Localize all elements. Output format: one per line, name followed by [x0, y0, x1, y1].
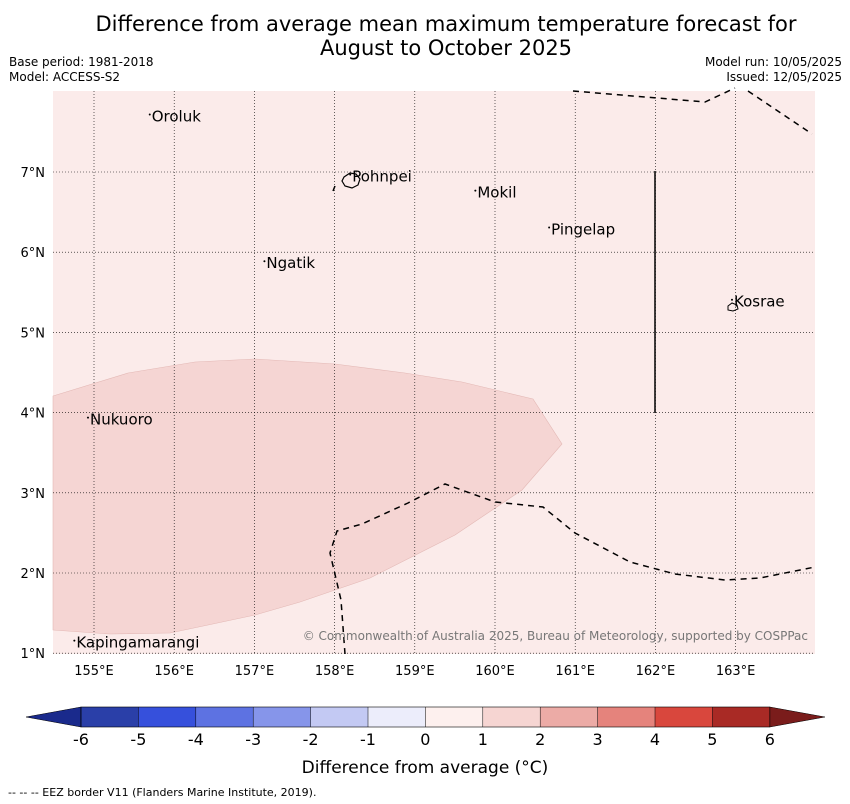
- colorbar-segment: [368, 707, 426, 727]
- eez-border-northeast: [747, 90, 813, 135]
- place-label-pingelap: Pingelap: [551, 221, 615, 239]
- place-labels: Oroluk Pohnpei Mokil Pingelap Ngatik Kosrae Nu…: [76, 107, 784, 651]
- atoll-marker: [548, 226, 551, 229]
- axes-ticks: 155°E 156°E 157°E 158°E 159°E 160°E 161°E 162°E…: [21, 166, 756, 679]
- colorbar-tick-label: 5: [707, 730, 717, 749]
- place-label-oroluk: Oroluk: [152, 107, 201, 125]
- colorbar-segment: [138, 707, 196, 727]
- atoll-marker: [86, 416, 89, 419]
- colorbar-tick-label: 4: [650, 730, 660, 749]
- colorbar-tick-label: -4: [188, 730, 204, 749]
- colorbar-tick-label: 2: [535, 730, 545, 749]
- colorbar-segment: [655, 707, 713, 727]
- lon-tick-label: 161°E: [555, 664, 595, 679]
- atoll-markers: [73, 113, 733, 642]
- model-text: Model: ACCESS-S2: [9, 70, 121, 84]
- colorbar-tick-label: 3: [593, 730, 603, 749]
- colorbar-segment: [310, 707, 368, 727]
- atoll-marker: [73, 639, 76, 642]
- colorbar-tick-label: 0: [420, 730, 430, 749]
- base-period-text: Base period: 1981-2018: [9, 55, 154, 69]
- lon-tick-label: 158°E: [315, 664, 355, 679]
- colorbar-segment: [253, 707, 311, 727]
- lon-tick-label: 156°E: [154, 664, 194, 679]
- title-line-2: August to October 2025: [319, 36, 573, 60]
- pohnpei-island: [341, 172, 361, 189]
- colorbar-tick-label: -3: [245, 730, 261, 749]
- model-run-text: Model run: 10/05/2025: [704, 55, 842, 69]
- lat-tick-label: 7°N: [21, 166, 46, 181]
- colorbar-under-arrow: [25, 706, 82, 728]
- meta-right: Model run: 10/05/2025 Issued: 12/05/2025: [705, 55, 842, 85]
- lon-tick-label: 162°E: [636, 664, 676, 679]
- title-line-1: Difference from average mean maximum tem…: [95, 12, 797, 36]
- lat-tick-label: 1°N: [21, 647, 46, 662]
- lon-tick-label: 159°E: [395, 664, 435, 679]
- footer-note: -- -- -- EEZ border V11 (Flanders Marine…: [8, 786, 317, 799]
- colorbar-segment: [425, 707, 483, 727]
- eez-border-pohnpei-fragment: [332, 185, 336, 192]
- lat-tick-label: 2°N: [21, 567, 46, 582]
- colorbar-segment: [597, 707, 655, 727]
- lat-tick-label: 5°N: [21, 326, 46, 341]
- lat-tick-label: 6°N: [21, 246, 46, 261]
- eez-border-north: [572, 87, 736, 103]
- atoll-marker: [730, 298, 733, 301]
- eez-border-south: [329, 483, 816, 655]
- issued-text: Issued: 12/05/2025: [726, 70, 842, 84]
- place-label-nukuoro: Nukuoro: [90, 411, 153, 429]
- colorbar: -6 -5 -4 -3 -2 -1 0 1 2 3 4 5 6: [25, 706, 826, 749]
- colorbar-tick-label: 1: [478, 730, 488, 749]
- colorbar-segment: [540, 707, 598, 727]
- meta-left: Base period: 1981-2018 Model: ACCESS-S2: [9, 55, 154, 85]
- atoll-marker: [349, 173, 352, 176]
- lon-tick-label: 157°E: [235, 664, 275, 679]
- lon-tick-label: 163°E: [716, 664, 756, 679]
- eez-borders: [329, 87, 816, 655]
- colorbar-tick-label: -5: [130, 730, 146, 749]
- place-label-pohnpei: Pohnpei: [352, 168, 412, 186]
- colorbar-over-arrow: [769, 706, 826, 728]
- place-label-kapingamarangi: Kapingamarangi: [76, 634, 199, 652]
- colorbar-tick-label: -2: [303, 730, 319, 749]
- copyright-text: © Commonwealth of Australia 2025, Bureau…: [303, 629, 808, 643]
- atoll-marker: [474, 189, 477, 192]
- colorbar-segment: [195, 707, 254, 727]
- colorbar-tick-label: -6: [73, 730, 89, 749]
- colorbar-label: Difference from average (°C): [301, 758, 549, 778]
- place-label-kosrae: Kosrae: [734, 293, 785, 311]
- lat-tick-label: 4°N: [21, 407, 46, 422]
- lon-tick-label: 160°E: [475, 664, 515, 679]
- graticule: [53, 91, 815, 654]
- anomaly-region-1-to-2: [52, 358, 563, 635]
- lon-tick-label: 155°E: [74, 664, 114, 679]
- map-title: Difference from average mean maximum tem…: [0, 12, 850, 60]
- kosrae-island: [727, 302, 739, 312]
- lat-tick-label: 3°N: [21, 487, 46, 502]
- place-label-mokil: Mokil: [477, 184, 516, 202]
- colorbar-tick-label: -1: [360, 730, 376, 749]
- atoll-marker: [263, 260, 266, 263]
- atoll-marker: [148, 113, 151, 116]
- colorbar-tick-label: 6: [765, 730, 775, 749]
- colorbar-segment: [81, 707, 139, 727]
- colorbar-segment: [712, 707, 770, 727]
- place-label-ngatik: Ngatik: [266, 254, 315, 272]
- colorbar-segment: [482, 707, 541, 727]
